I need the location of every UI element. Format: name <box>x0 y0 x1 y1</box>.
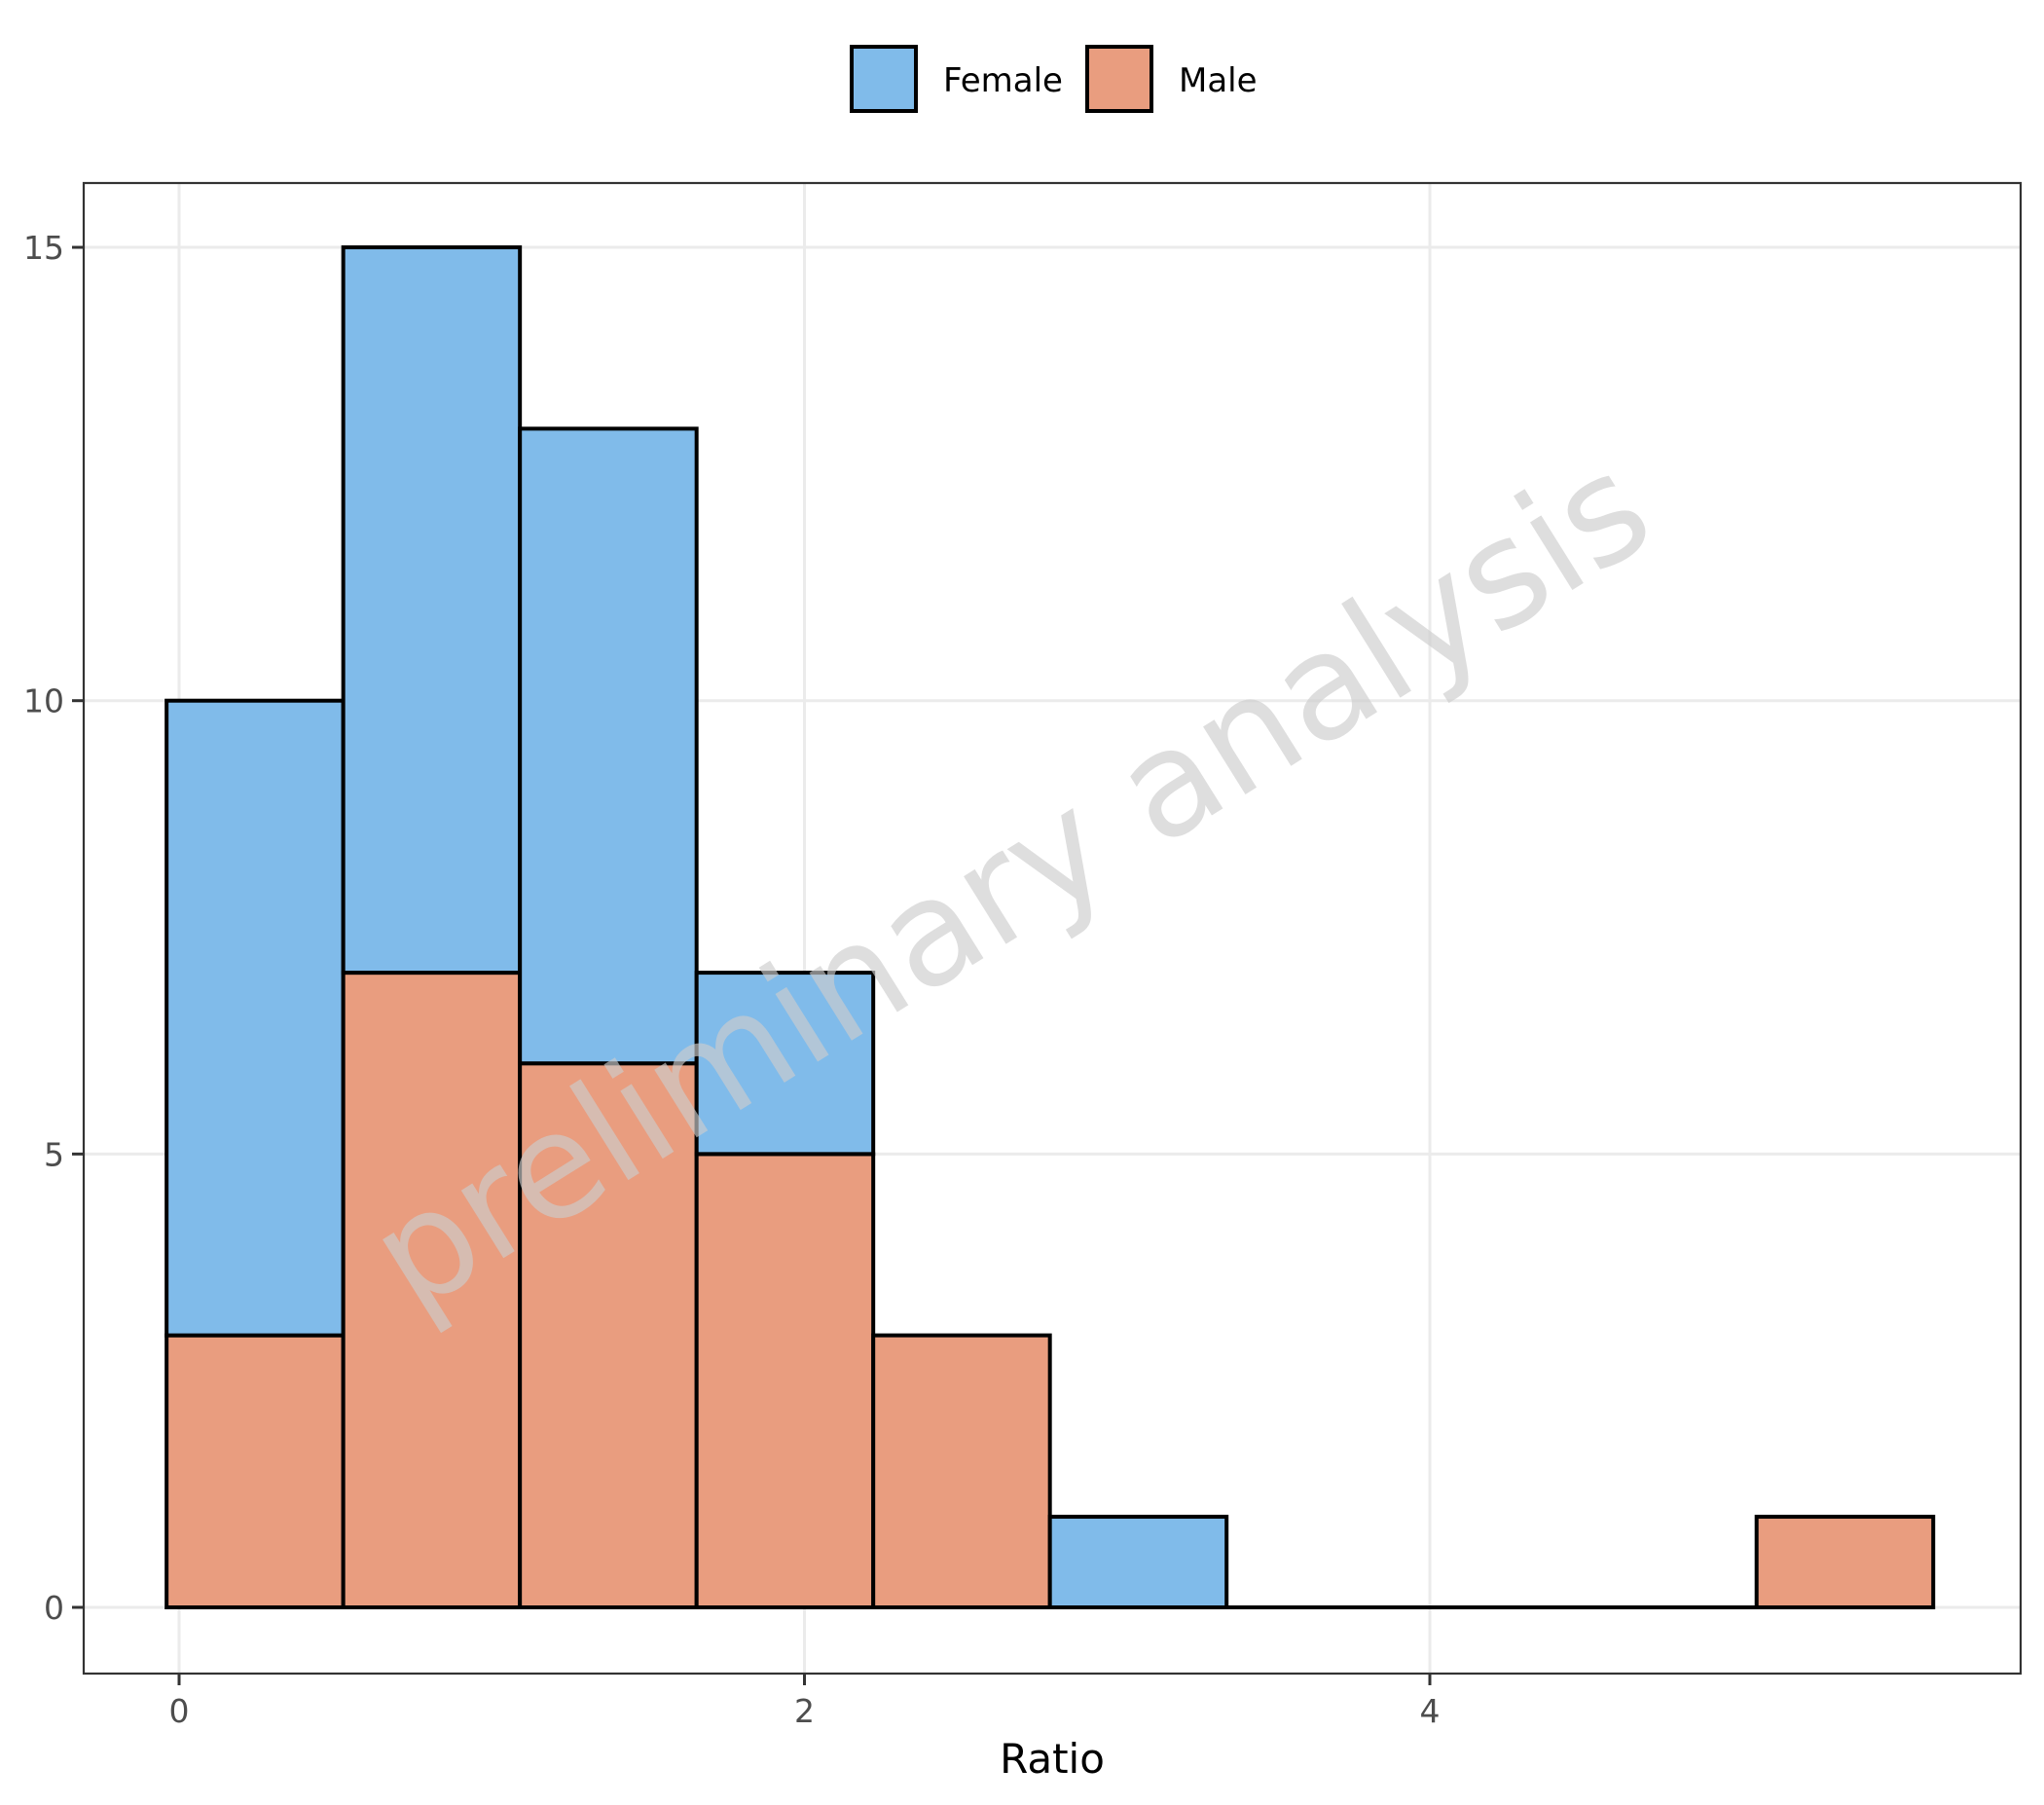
bars <box>164 245 1936 1609</box>
x-tick-label: 4 <box>1420 1692 1441 1730</box>
x-tick-label: 2 <box>794 1692 815 1730</box>
legend-swatch-male <box>1085 45 1153 113</box>
bar-male <box>164 1333 346 1609</box>
bar-male <box>694 1152 876 1609</box>
y-tick-label: 5 <box>44 1135 64 1173</box>
bar-male <box>1754 1514 1936 1609</box>
y-tick-label: 10 <box>23 682 64 720</box>
bar-female <box>694 971 876 1157</box>
legend-label-female: Female <box>943 61 1063 100</box>
legend-label-male: Male <box>1179 61 1258 100</box>
y-tick-label: 0 <box>44 1589 64 1627</box>
x-axis-title: Ratio <box>1000 1735 1105 1783</box>
x-axis: 0 2 4 <box>169 1674 1441 1730</box>
y-axis: 0 5 10 15 <box>23 229 84 1627</box>
bar-female <box>1047 1514 1229 1609</box>
bar-female <box>341 245 523 976</box>
bar-female <box>518 426 699 1066</box>
legend-swatch-female <box>850 45 918 113</box>
plot-panel: preliminary analysis <box>82 181 2023 1676</box>
bar-male <box>871 1333 1052 1609</box>
bar-female <box>164 698 346 1338</box>
bar-male <box>518 1061 699 1609</box>
legend: Female Male <box>850 45 1258 113</box>
panel-border <box>82 181 2023 1676</box>
y-tick-label: 15 <box>23 229 64 267</box>
x-tick-label: 0 <box>169 1692 190 1730</box>
